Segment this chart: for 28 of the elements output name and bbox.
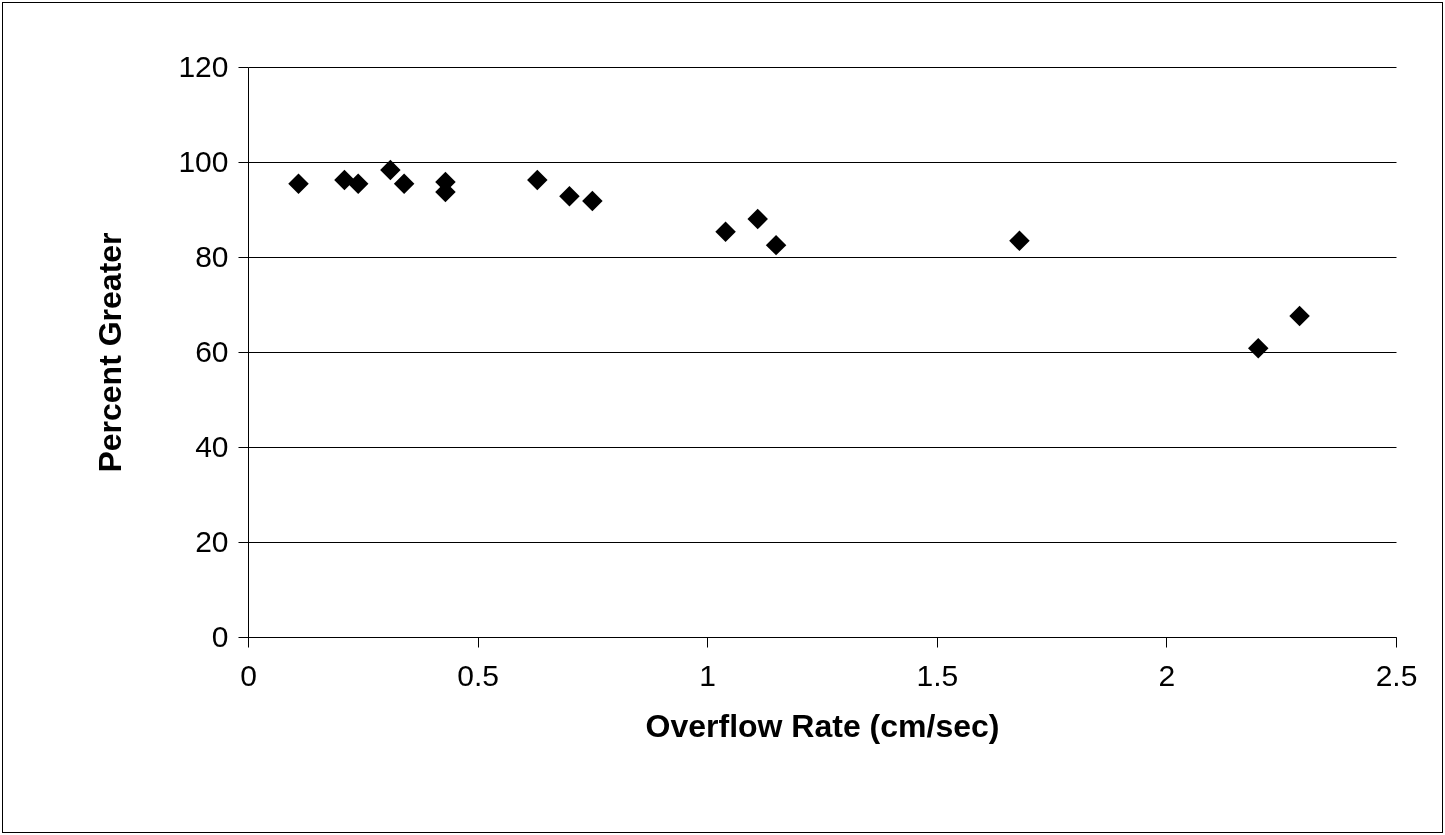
point xyxy=(347,173,369,195)
point xyxy=(527,169,548,191)
y-tick-label: 20 xyxy=(195,524,229,558)
y-tick-label: 100 xyxy=(178,144,229,178)
x-tick-label: 2 xyxy=(1158,658,1176,692)
x-tick-label: 0.5 xyxy=(457,658,499,692)
point xyxy=(288,173,309,195)
point xyxy=(1289,305,1310,327)
point xyxy=(393,173,415,195)
y-tick-label: 0 xyxy=(211,619,229,653)
x-tick-label: 1.5 xyxy=(916,658,959,692)
y-tick-label: 80 xyxy=(195,239,229,273)
point xyxy=(1247,337,1269,359)
point xyxy=(582,190,603,212)
y-axis-title: Percent Greater xyxy=(92,232,129,473)
x-tick-label: 1 xyxy=(699,658,717,692)
x-axis-title: Overflow Rate (cm/sec) xyxy=(645,707,1000,744)
x-tick-label: 0 xyxy=(240,658,257,692)
y-tick-label: 120 xyxy=(178,49,229,83)
point xyxy=(1009,230,1030,252)
y-tick-label: 60 xyxy=(195,334,229,368)
point xyxy=(380,159,401,181)
point xyxy=(747,208,768,230)
point xyxy=(765,234,787,256)
y-tick-label: 40 xyxy=(195,429,229,463)
point xyxy=(715,221,736,243)
point xyxy=(559,185,580,207)
x-tick-label: 2.5 xyxy=(1375,658,1418,692)
